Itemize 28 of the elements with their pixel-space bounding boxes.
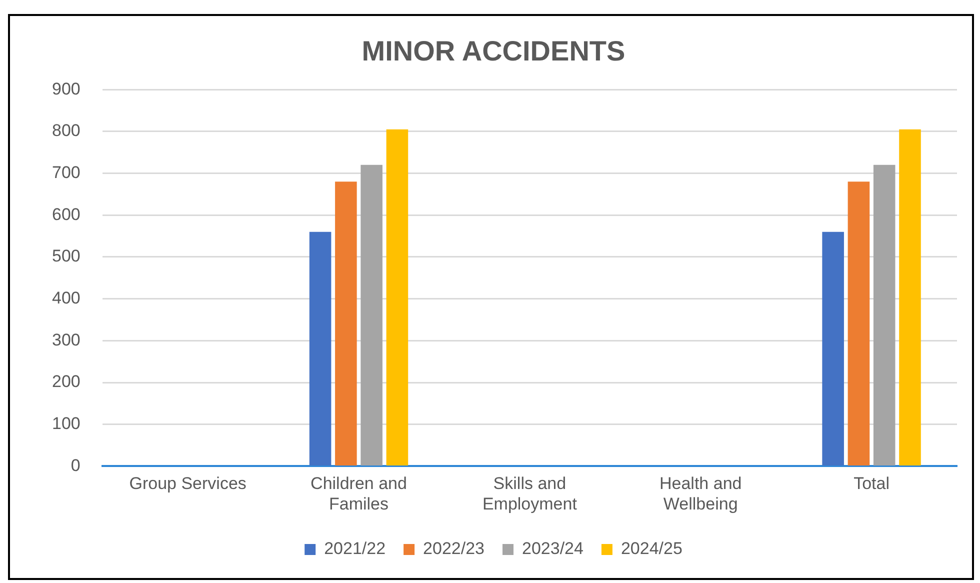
x-tick-label: Total	[854, 474, 890, 494]
y-tick-label: 700	[52, 162, 80, 182]
y-tick-label: 800	[52, 121, 80, 140]
bar	[360, 164, 382, 466]
y-tick-label: 400	[52, 288, 80, 308]
legend-label: 2024/25	[620, 539, 682, 558]
x-tick-label: Skills and Employment	[482, 474, 578, 514]
y-tick-label: 0	[70, 456, 80, 475]
legend-label: 2023/24	[522, 539, 584, 558]
y-tick-label: 200	[52, 372, 80, 392]
bar	[848, 182, 870, 466]
chart-title: MINOR ACCIDENTS	[362, 36, 626, 67]
y-tick-label: 900	[52, 79, 80, 98]
y-tick-label: 600	[52, 204, 80, 224]
bar	[822, 232, 844, 466]
bar	[386, 129, 408, 466]
legend-label: 2022/23	[423, 539, 484, 558]
legend-label: 2021/22	[324, 539, 386, 558]
y-tick-label: 300	[52, 330, 80, 350]
x-tick-label: Health and Wellbeing	[659, 474, 742, 514]
bar	[899, 129, 921, 466]
x-tick-label: Children and Familes	[310, 474, 407, 514]
bar	[873, 164, 896, 466]
y-tick-label: 100	[52, 414, 80, 434]
y-tick-label: 500	[52, 246, 80, 266]
x-tick-label: Group Services	[129, 474, 246, 494]
bar	[309, 232, 332, 466]
bar	[335, 182, 357, 466]
